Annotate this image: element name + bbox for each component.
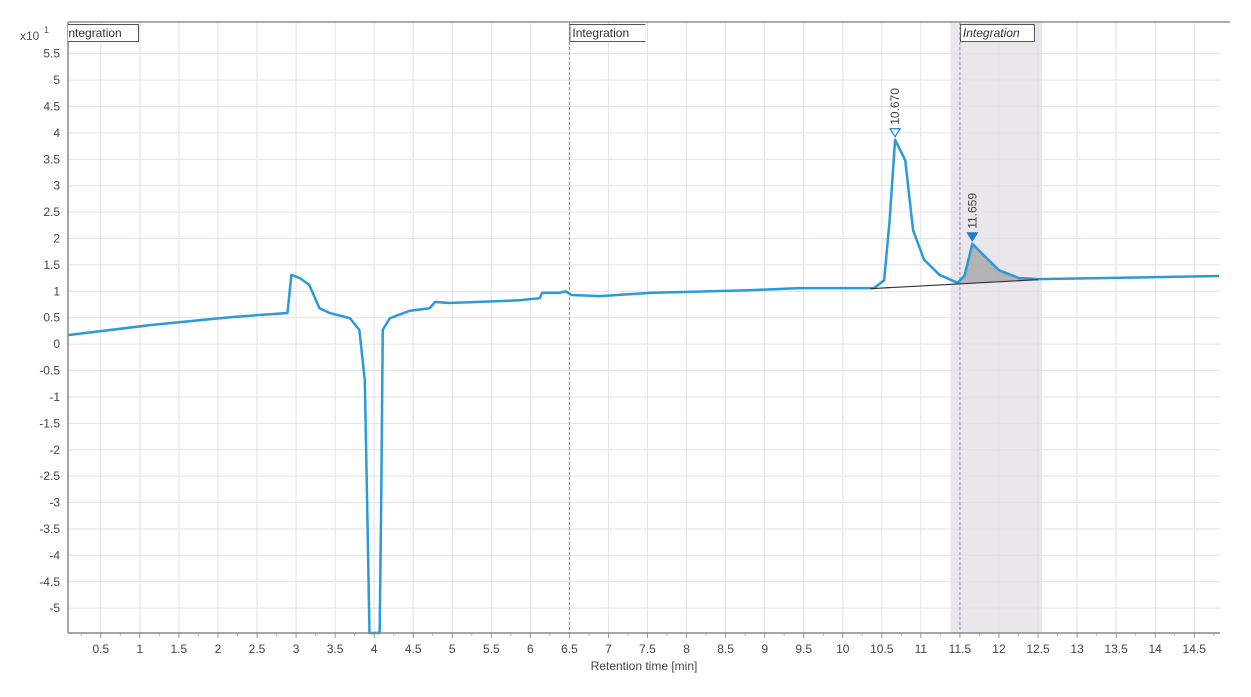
y-tick-label: 2.5: [43, 205, 60, 219]
y-tick-label: -0.5: [39, 364, 60, 378]
x-tick-label: 1: [137, 642, 144, 656]
y-tick-label: 1.5: [43, 258, 60, 272]
grid: [68, 22, 1220, 633]
integration-label-box: [569, 24, 646, 42]
y-tick-label: 3.5: [43, 152, 60, 166]
y-tick-label: -3.5: [39, 522, 60, 536]
y-tick-label: 3: [53, 179, 60, 193]
integration-baseline: [870, 279, 1039, 290]
x-tick-label: 2.5: [249, 642, 266, 656]
y-tick-label: -4: [49, 548, 60, 562]
peak-retention-label: 10.670: [888, 88, 902, 125]
y-tick-label: -5: [49, 601, 60, 615]
x-tick-label: 9.5: [795, 642, 812, 656]
y-tick-label: 4: [53, 126, 60, 140]
x-tick-label: 14.5: [1183, 642, 1207, 656]
y-tick-label: -2.5: [39, 469, 60, 483]
x-tick-label: 2: [215, 642, 222, 656]
x-tick-label: 0.5: [92, 642, 109, 656]
y-exponent-label: 1: [44, 25, 49, 35]
y-tick-label: 5.5: [43, 47, 60, 61]
y-tick-label: 2: [53, 232, 60, 246]
y-tick-label: 1: [53, 284, 60, 298]
integration-event-label: Integration: [569, 24, 646, 42]
x-tick-label: 12: [992, 642, 1006, 656]
peak-marker-icon: [889, 128, 902, 138]
x-tick-label: 8.5: [717, 642, 734, 656]
x-tick-label: 3: [293, 642, 300, 656]
x-tick-label: 14: [1148, 642, 1162, 656]
y-tick-label: 0: [53, 337, 60, 351]
integration-event-label: Integration: [959, 24, 1035, 42]
y-multiplier-label: x10: [20, 29, 40, 43]
x-tick-label: 7: [605, 642, 612, 656]
x-tick-label: 6.5: [561, 642, 578, 656]
peak-retention-label: 11.659: [965, 193, 979, 229]
x-tick-label: 5.5: [483, 642, 500, 656]
x-tick-label: 1.5: [171, 642, 188, 656]
x-tick-label: 6: [527, 642, 534, 656]
y-tick-label: -1.5: [39, 416, 60, 430]
x-tick-label: 4: [371, 642, 378, 656]
x-axis-label: Retention time [min]: [591, 659, 698, 673]
integration-label-text: Integration: [65, 26, 122, 40]
x-tick-label: 10.5: [870, 642, 894, 656]
integration-label-box: [959, 24, 1035, 42]
x-tick-label: 8: [683, 642, 690, 656]
x-tick-label: 13.5: [1104, 642, 1128, 656]
y-tick-label: 0.5: [43, 311, 60, 325]
y-tick-label: -3: [49, 496, 60, 510]
x-tick-label: 11: [915, 642, 928, 656]
y-tick-label: 5: [53, 73, 60, 87]
y-tick-label: -4.5: [39, 575, 60, 589]
axes: 0.5 1 1.5 2 2.5 3 3.5 4 4.5 5 5.5 6 6.5 7 7.5 8 8.5 9 9.5 1…: [39, 21, 1230, 656]
peak-marker-icon: [966, 232, 979, 242]
peak-area-fill: [956, 243, 1039, 285]
x-tick-label: 11.5: [949, 642, 972, 656]
integration-label-box: [68, 24, 139, 42]
x-tick-label: 4.5: [405, 642, 422, 656]
integration-label-text: Integration: [963, 26, 1020, 40]
x-tick-label: 5: [449, 642, 456, 656]
x-tick-label: 13: [1070, 642, 1084, 656]
chromatogram-trace: [67, 138, 1220, 635]
x-tick-label: 10: [836, 642, 850, 656]
x-tick-label: 12.5: [1026, 642, 1050, 656]
x-tick-label: 9: [761, 642, 768, 656]
x-tick-label: 3.5: [327, 642, 344, 656]
integration-event-label: Integration: [65, 24, 139, 42]
x-tick-label: 7.5: [639, 642, 656, 656]
integration-label-text: Integration: [572, 26, 629, 40]
integration-band: [950, 22, 1042, 633]
y-tick-label: -1: [49, 390, 60, 404]
y-tick-label: -2: [49, 443, 60, 457]
y-tick-label: 4.5: [43, 99, 60, 113]
